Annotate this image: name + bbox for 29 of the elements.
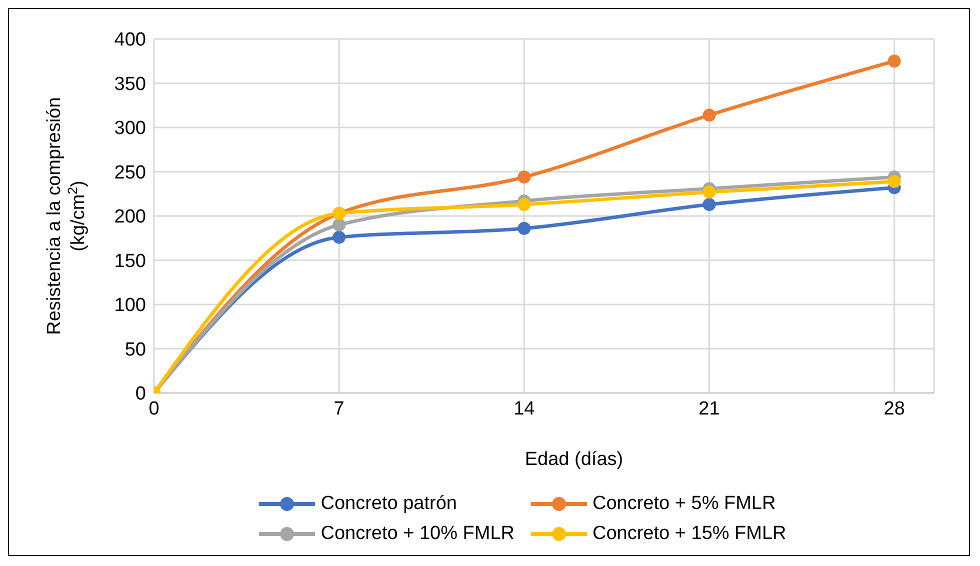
point	[702, 198, 716, 211]
legend-label: Concreto + 15% FMLR	[592, 523, 786, 545]
y-tick-label: 300	[114, 118, 146, 140]
legend-label: Concreto patrón	[320, 493, 457, 515]
point	[702, 186, 716, 199]
point	[518, 222, 531, 235]
x-axis-title: Edad (días)	[524, 449, 624, 470]
point	[702, 108, 716, 122]
y-tick-label: 350	[114, 74, 146, 95]
x-tick-label: 28	[884, 398, 905, 420]
point	[518, 170, 531, 184]
y-tick-label: 150	[114, 250, 146, 272]
point	[332, 218, 346, 232]
x-tick-label: 7	[334, 398, 344, 420]
x-tick-label: 14	[514, 398, 536, 420]
y-tick-label: 0	[135, 384, 146, 405]
y-tick-label: 100	[114, 295, 146, 316]
y-tick-label: 400	[114, 30, 146, 51]
legend-label: Concreto + 5% FMLR	[592, 493, 776, 515]
y-tick-label: 200	[114, 206, 146, 228]
point	[518, 198, 531, 211]
y-tick-label: 50	[124, 339, 146, 360]
x-tick-label: 0	[148, 398, 160, 420]
x-tick-label: 21	[698, 398, 720, 420]
point	[888, 174, 901, 188]
point	[888, 54, 901, 68]
point	[332, 230, 346, 244]
y-tick-label: 250	[114, 162, 146, 184]
legend-label: Concreto + 10% FMLR	[320, 523, 514, 545]
